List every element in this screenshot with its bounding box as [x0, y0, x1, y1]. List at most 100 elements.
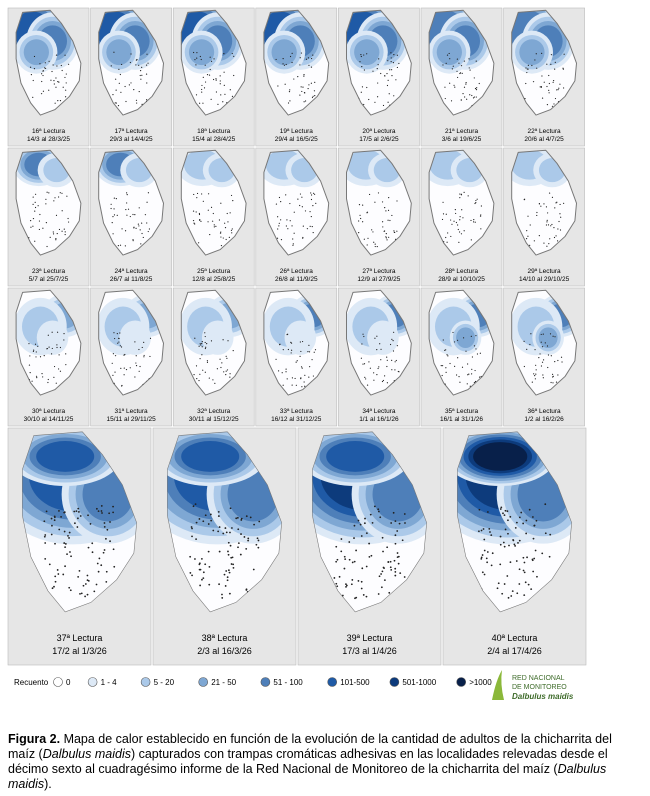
trap-dot — [458, 375, 460, 378]
trap-dot — [280, 219, 282, 221]
panel-dates: 1/2 al 16/2/26 — [524, 416, 564, 423]
trap-dot — [204, 335, 206, 338]
trap-dot — [79, 515, 82, 517]
trap-dot — [213, 58, 215, 60]
trap-dot — [312, 95, 314, 97]
trap-dot — [390, 61, 392, 63]
trap-dot — [520, 511, 523, 514]
map — [263, 290, 329, 396]
trap-dot — [543, 242, 545, 244]
trap-dot — [192, 505, 195, 508]
trap-dot — [480, 557, 483, 560]
trap-dot — [544, 503, 547, 506]
trap-dot — [103, 522, 106, 524]
trap-dot — [404, 522, 406, 524]
trap-dot — [91, 551, 94, 554]
trap-dot — [475, 202, 477, 204]
trap-dot — [54, 575, 57, 578]
trap-dot — [230, 556, 233, 559]
trap-dot — [369, 513, 372, 516]
trap-dot — [105, 580, 108, 583]
trap-dot — [97, 570, 100, 573]
trap-dot — [204, 341, 206, 344]
trap-dot — [302, 236, 304, 239]
trap-dot — [124, 85, 126, 88]
trap-dot — [507, 519, 509, 522]
trap-dot — [62, 573, 65, 576]
trap-dot — [226, 212, 228, 215]
trap-dot — [199, 343, 201, 345]
trap-dot — [345, 584, 348, 587]
trap-dot — [286, 219, 288, 221]
trap-dot — [95, 507, 98, 510]
trap-dot — [558, 87, 560, 89]
trap-dot — [474, 87, 477, 90]
trap-dot — [310, 66, 313, 68]
trap-dot — [53, 585, 55, 588]
trap-dot — [191, 527, 193, 530]
region-outline — [312, 432, 426, 612]
trap-dot — [56, 344, 58, 346]
trap-dot — [291, 225, 293, 227]
trap-dot — [382, 104, 385, 107]
trap-dot — [116, 214, 118, 216]
trap-dot — [441, 374, 443, 377]
panel-dates: 29/3 al 14/4/25 — [110, 136, 153, 143]
trap-dot — [61, 69, 63, 72]
trap-dot — [68, 531, 71, 534]
trap-dot — [391, 75, 393, 77]
trap-dot — [491, 552, 494, 555]
trap-dot — [118, 341, 120, 343]
panel-dates: 15/4 al 28/4/25 — [192, 136, 235, 143]
panel-dates: 20/6 al 4/7/25 — [524, 136, 564, 143]
trap-dot — [205, 346, 207, 348]
trap-dot — [541, 361, 544, 363]
trap-dot — [350, 583, 353, 586]
trap-dot — [32, 196, 34, 198]
trap-dot — [218, 526, 221, 528]
trap-dot — [483, 549, 486, 552]
trap-dot — [374, 201, 376, 203]
trap-dot — [59, 346, 62, 349]
trap-dot — [374, 243, 376, 245]
legend-title: Recuento — [14, 678, 49, 687]
trap-dot — [470, 335, 472, 337]
region-outline — [264, 150, 329, 255]
panel-label: 40ª Lectura — [492, 633, 538, 643]
trap-dot — [201, 91, 203, 93]
trap-dot — [540, 341, 542, 343]
trap-dot — [459, 381, 461, 383]
trap-dot — [335, 582, 338, 585]
trap-dot — [480, 205, 482, 207]
trap-dot — [198, 212, 201, 215]
trap-dot — [397, 562, 400, 565]
trap-dot — [147, 230, 149, 233]
legend-label: 51 - 100 — [273, 678, 303, 687]
trap-dot — [60, 64, 62, 67]
trap-dot — [396, 66, 398, 69]
trap-dot — [549, 533, 552, 536]
trap-dot — [380, 348, 382, 350]
trap-dot — [335, 560, 338, 563]
trap-dot — [535, 369, 537, 371]
trap-dot — [123, 354, 125, 356]
trap-dot — [304, 210, 307, 212]
trap-dot — [447, 232, 449, 234]
heat-zone — [456, 327, 476, 349]
trap-dot — [202, 200, 204, 202]
trap-dot — [190, 526, 193, 528]
panel-label: 39ª Lectura — [347, 633, 393, 643]
panel-label: 20ª Lectura — [362, 128, 396, 135]
trap-dot — [202, 102, 204, 104]
trap-dot — [249, 516, 252, 519]
trap-dot — [386, 546, 389, 549]
trap-dot — [526, 68, 528, 70]
trap-dot — [476, 87, 478, 89]
trap-dot — [396, 552, 399, 554]
trap-dot — [310, 194, 313, 196]
trap-dot — [200, 344, 202, 346]
trap-dot — [134, 341, 136, 343]
